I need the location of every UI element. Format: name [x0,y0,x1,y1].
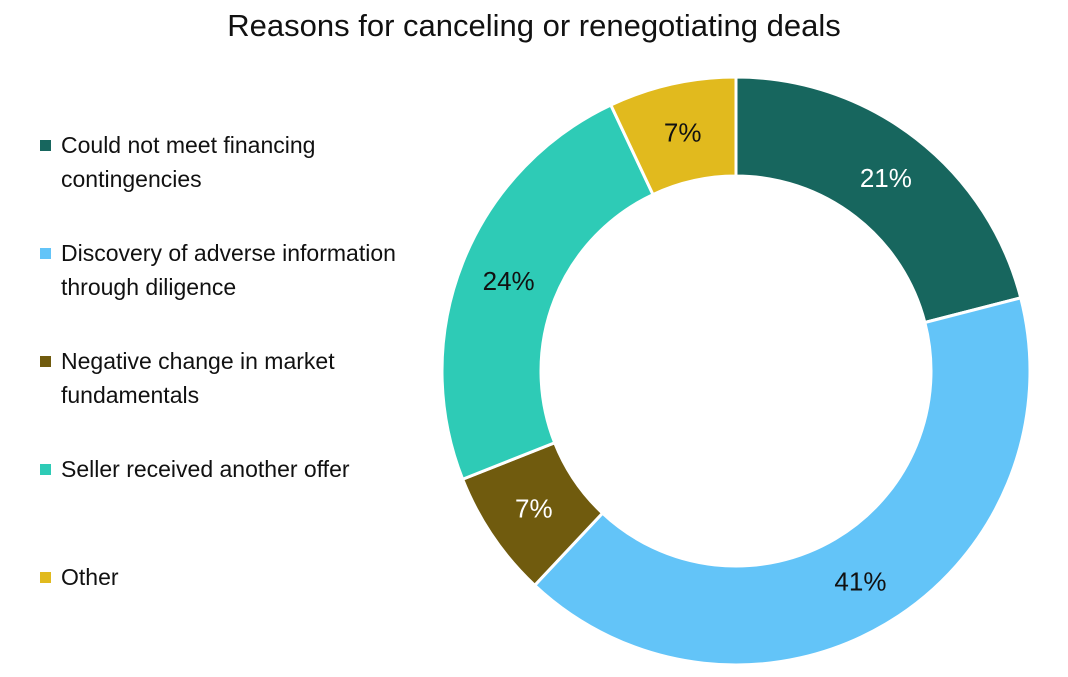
data-label: 7% [515,493,553,523]
legend-item: Other [40,560,441,594]
legend-item: Seller received another offer [40,452,441,486]
data-label: 21% [860,163,912,193]
data-label: 7% [664,117,702,147]
chart-title: Reasons for canceling or renegotiating d… [227,8,841,43]
data-label: 24% [483,266,535,296]
legend-label: Seller received another offer [61,456,350,482]
legend-label: Could not meet financing contingencies [61,132,316,192]
legend-swatch [40,464,51,475]
legend-swatch [40,572,51,583]
legend-swatch [40,140,51,151]
legend-label: Other [61,564,119,590]
legend-label: Negative change in market fundamentals [61,348,335,408]
legend-item: Negative change in market fundamentals [40,344,441,412]
legend-swatch [40,248,51,259]
legend-item: Discovery of adverse information through… [40,236,441,304]
legend-label: Discovery of adverse information through… [61,240,396,300]
donut-slice [608,75,738,197]
donut-slice [440,102,655,482]
legend-swatch [40,356,51,367]
legend-item: Could not meet financing contingencies [40,128,441,196]
data-label: 41% [834,566,886,596]
donut-slice [532,296,1032,667]
donut-slice [734,75,1023,325]
